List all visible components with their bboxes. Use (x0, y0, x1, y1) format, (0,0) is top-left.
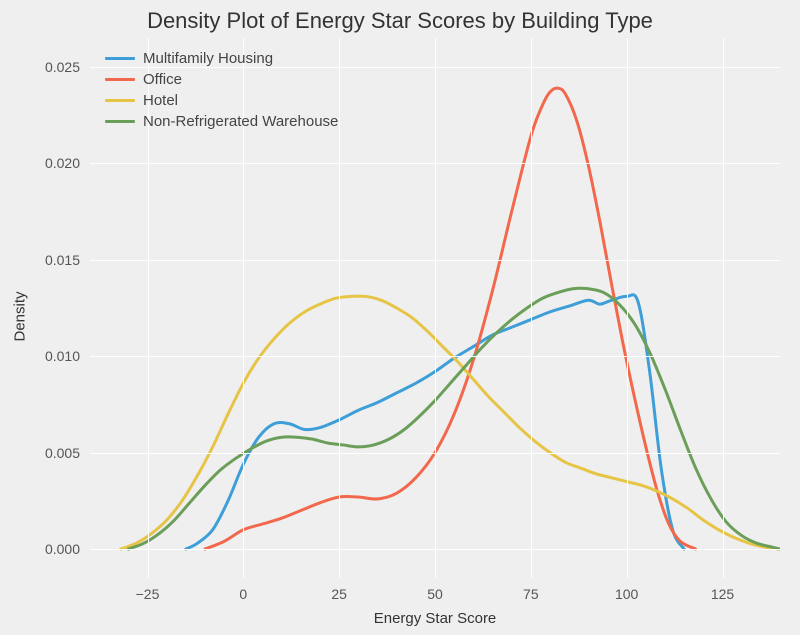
series-line (128, 288, 780, 549)
legend-swatch (105, 99, 135, 102)
series-line (205, 88, 696, 549)
x-axis-label: Energy Star Score (374, 610, 497, 627)
legend-swatch (105, 78, 135, 81)
legend-label: Hotel (143, 92, 178, 109)
legend-label: Office (143, 71, 182, 88)
legend-item: Non-Refrigerated Warehouse (105, 113, 338, 130)
y-tick-label: 0.015 (45, 252, 80, 268)
x-tick-label: 100 (615, 586, 638, 602)
grid-line-v (531, 38, 532, 578)
chart-title: Density Plot of Energy Star Scores by Bu… (0, 8, 800, 34)
legend-item: Hotel (105, 92, 338, 109)
grid-line-h (90, 163, 780, 164)
y-tick-label: 0.025 (45, 59, 80, 75)
grid-line-h (90, 260, 780, 261)
x-tick-label: 75 (523, 586, 539, 602)
x-tick-label: 25 (331, 586, 347, 602)
series-line (121, 296, 780, 549)
legend-label: Multifamily Housing (143, 50, 273, 67)
grid-line-v (435, 38, 436, 578)
y-tick-label: 0.000 (45, 541, 80, 557)
y-tick-label: 0.020 (45, 155, 80, 171)
legend-item: Multifamily Housing (105, 50, 338, 67)
grid-line-v (339, 38, 340, 578)
legend-swatch (105, 120, 135, 123)
grid-line-h (90, 453, 780, 454)
x-tick-label: 50 (427, 586, 443, 602)
grid-line-h (90, 356, 780, 357)
legend: Multifamily Housing Office Hotel Non-Refrig… (105, 50, 338, 134)
x-tick-label: 125 (711, 586, 734, 602)
legend-item: Office (105, 71, 338, 88)
grid-line-v (723, 38, 724, 578)
grid-line-v (627, 38, 628, 578)
legend-swatch (105, 57, 135, 60)
y-tick-label: 0.005 (45, 445, 80, 461)
legend-label: Non-Refrigerated Warehouse (143, 113, 338, 130)
x-tick-label: −25 (136, 586, 160, 602)
x-tick-label: 0 (239, 586, 247, 602)
y-tick-label: 0.010 (45, 348, 80, 364)
grid-line-h (90, 549, 780, 550)
y-axis-label: Density (12, 291, 29, 341)
